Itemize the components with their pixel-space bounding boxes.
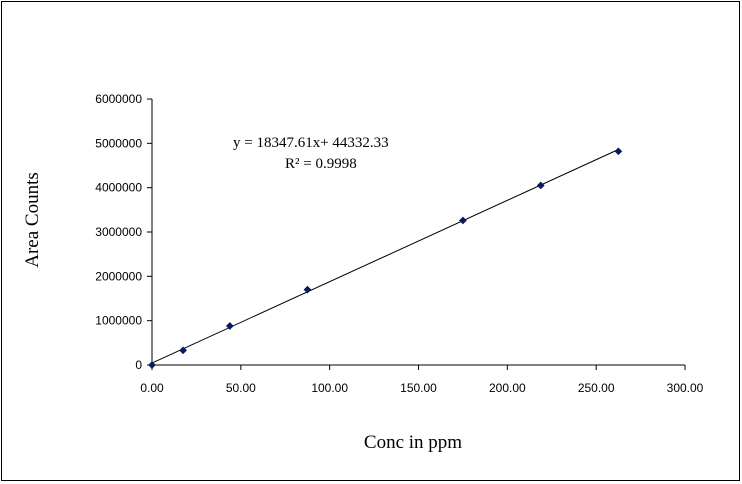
- y-tick-label: 5000000: [95, 136, 142, 150]
- y-tick-label: 2000000: [95, 269, 142, 283]
- x-tick-label: 150.00: [400, 381, 437, 395]
- y-axis-title: Area Counts: [22, 172, 43, 268]
- data-point: [148, 361, 156, 369]
- y-tick-label: 4000000: [95, 181, 142, 195]
- trendline-equation: y = 18347.61x+ 44332.33: [233, 135, 389, 151]
- data-point: [179, 346, 188, 355]
- data-points: [148, 147, 623, 369]
- x-axis-title: Conc in ppm: [364, 432, 462, 453]
- data-point: [458, 216, 467, 225]
- chart-labels: y = 18347.61x+ 44332.33 R² = 0.9998 Conc…: [22, 135, 462, 453]
- y-tick-label: 1000000: [95, 314, 142, 328]
- axis-ticks: 0 1000000 2000000 3000000 4000000 5000000 6000…: [95, 92, 703, 395]
- y-tick-label: 3000000: [95, 225, 142, 239]
- x-tick-label: 200.00: [489, 381, 526, 395]
- data-point: [536, 181, 545, 190]
- trendline-group: [151, 149, 619, 364]
- x-tick-label: 50.00: [226, 381, 256, 395]
- data-point: [303, 285, 312, 294]
- data-point: [225, 322, 234, 330]
- data-point: [614, 147, 623, 156]
- x-tick-label: 250.00: [578, 381, 615, 395]
- trendline-r-squared: R² = 0.9998: [285, 156, 357, 172]
- trendline: [151, 149, 619, 364]
- y-tick-label: 0: [135, 358, 142, 372]
- x-tick-label: 0.00: [140, 381, 164, 395]
- y-tick-label: 6000000: [95, 92, 142, 106]
- x-tick-label: 300.00: [667, 381, 704, 395]
- x-tick-label: 100.00: [311, 381, 348, 395]
